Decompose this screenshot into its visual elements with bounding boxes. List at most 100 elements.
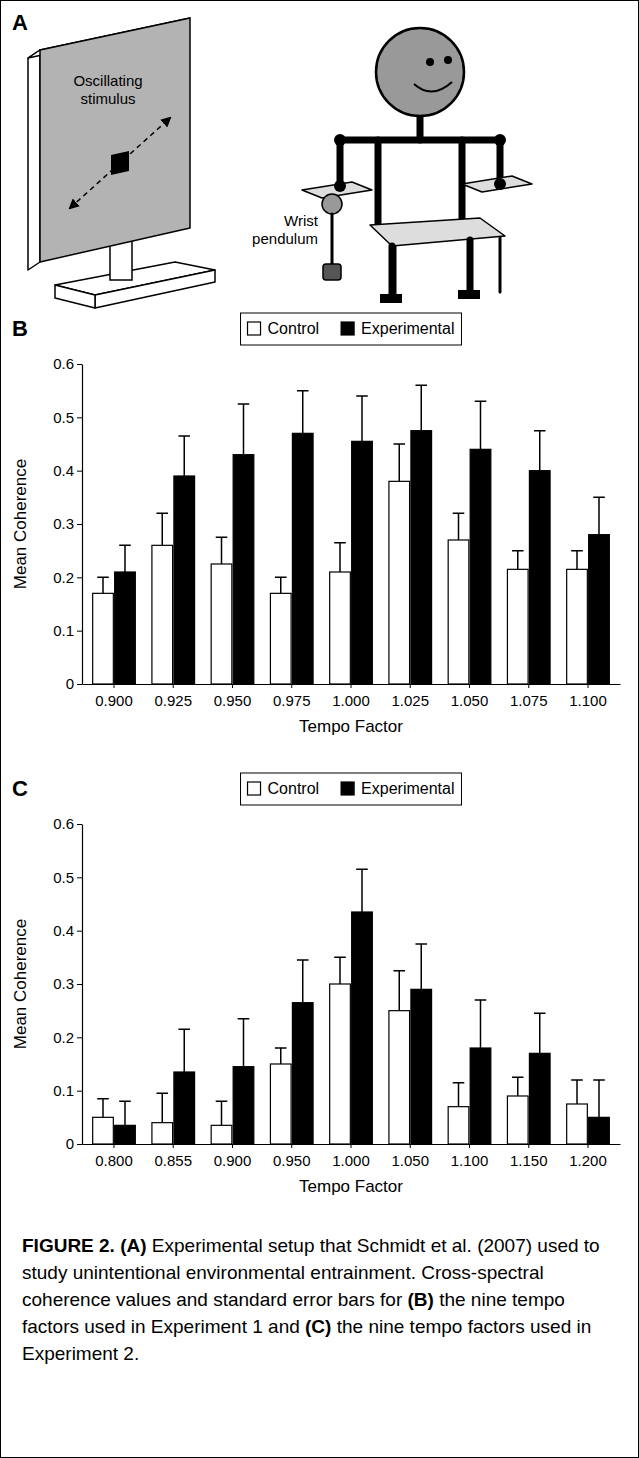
legend: ControlExperimental	[241, 313, 462, 345]
x-tick-label: 0.855	[154, 1152, 192, 1169]
x-tick-mark	[588, 1144, 589, 1148]
bar	[352, 441, 373, 684]
x-tick: 0.900	[214, 1144, 252, 1169]
neck	[417, 116, 424, 140]
bar	[589, 1117, 610, 1144]
y-tick-mark	[77, 631, 82, 632]
x-tick-mark	[410, 1144, 411, 1148]
y-tick: 0.6	[53, 815, 82, 832]
motion-arrow	[70, 118, 170, 208]
x-tick-label: 0.925	[154, 692, 192, 709]
figure: AOscillatingstimulusWristpendulumB00.10.…	[0, 0, 639, 1458]
x-tick-mark	[232, 1144, 233, 1148]
error-bar	[216, 537, 228, 564]
y-tick-mark	[77, 1037, 82, 1038]
caption-run: (C)	[305, 1316, 331, 1337]
error-bar	[97, 1099, 109, 1118]
joint	[494, 134, 506, 146]
bar	[448, 540, 469, 684]
y-tick: 0.5	[53, 869, 82, 886]
bar	[292, 433, 313, 684]
error-bar	[356, 396, 368, 441]
stimulus-label: Oscillatingstimulus	[73, 72, 142, 107]
bar	[507, 1096, 528, 1144]
caption-run	[115, 1235, 120, 1256]
error-bar	[119, 545, 131, 572]
x-tick-label: 1.100	[451, 1152, 489, 1169]
legend-label: Control	[268, 320, 320, 337]
y-tick-label: 0.5	[53, 869, 74, 886]
bar	[233, 1067, 254, 1144]
error-bar	[356, 869, 368, 912]
y-tick-label: 0.1	[53, 1082, 74, 1099]
shoulders	[340, 137, 500, 144]
error-bar	[275, 1048, 287, 1064]
y-tick: 0.2	[53, 1029, 82, 1046]
y-tick-label: 0.6	[53, 355, 74, 372]
x-axis: 0.8000.8550.9000.9501.0001.0501.1001.150…	[83, 1144, 621, 1169]
y-tick: 0.1	[53, 622, 82, 639]
x-tick: 0.950	[273, 1144, 311, 1169]
figure-frame	[1, 1, 639, 1458]
x-tick: 0.855	[154, 1144, 192, 1169]
legend-label: Experimental	[361, 780, 454, 797]
y-tick-label: 0.5	[53, 409, 74, 426]
y-tick: 0.2	[53, 569, 82, 586]
x-tick: 1.025	[391, 684, 429, 709]
error-bar	[475, 1000, 487, 1048]
bar	[389, 1011, 410, 1144]
bar	[567, 569, 588, 684]
error-bar	[453, 513, 465, 540]
error-bar	[238, 404, 250, 455]
bar	[93, 1117, 114, 1144]
error-bar	[156, 1093, 168, 1122]
bar	[211, 1125, 232, 1144]
bar	[211, 564, 232, 684]
x-tick: 1.000	[332, 1144, 370, 1169]
x-tick-mark	[351, 1144, 352, 1148]
bar	[292, 1003, 313, 1144]
x-tick-mark	[113, 684, 114, 688]
x-tick: 1.050	[391, 1144, 429, 1169]
hand	[322, 194, 342, 214]
bar	[567, 1104, 588, 1144]
x-tick-label: 1.050	[451, 692, 489, 709]
x-tick: 1.150	[510, 1144, 548, 1169]
x-tick-mark	[469, 1144, 470, 1148]
plot-marks	[93, 385, 610, 684]
y-tick: 0.3	[53, 515, 82, 532]
joint	[494, 178, 506, 190]
y-tick: 0.4	[53, 462, 82, 479]
x-tick-label: 0.950	[214, 692, 252, 709]
x-tick-mark	[291, 1144, 292, 1148]
y-tick-label: 0.2	[53, 569, 74, 586]
bar	[115, 1125, 136, 1144]
bar	[330, 572, 351, 684]
x-tick-mark	[410, 684, 411, 688]
error-bar	[415, 385, 427, 430]
y-tick-mark	[77, 824, 82, 825]
x-tick: 1.000	[332, 684, 370, 709]
x-tick-label: 1.200	[569, 1152, 607, 1169]
legend-box	[241, 773, 462, 805]
y-tick-mark	[77, 684, 82, 685]
x-tick-label: 1.075	[510, 692, 548, 709]
bar	[115, 572, 136, 684]
panel-a: AOscillatingstimulusWristpendulum	[12, 10, 532, 308]
chair-leg	[499, 235, 502, 292]
x-tick-mark	[469, 684, 470, 688]
bar	[507, 569, 528, 684]
panel-letter: B	[12, 316, 28, 341]
error-bar	[415, 944, 427, 989]
x-tick: 1.100	[569, 684, 607, 709]
error-bar	[571, 1080, 583, 1104]
x-tick: 1.075	[510, 684, 548, 709]
participant	[302, 28, 532, 303]
joint	[334, 134, 346, 146]
x-tick-label: 1.000	[332, 692, 370, 709]
x-tick-mark	[113, 1144, 114, 1148]
y-tick-mark	[77, 1144, 82, 1145]
torso-left	[375, 140, 382, 228]
error-bar	[512, 551, 524, 570]
y-tick-label: 0.4	[53, 922, 74, 939]
